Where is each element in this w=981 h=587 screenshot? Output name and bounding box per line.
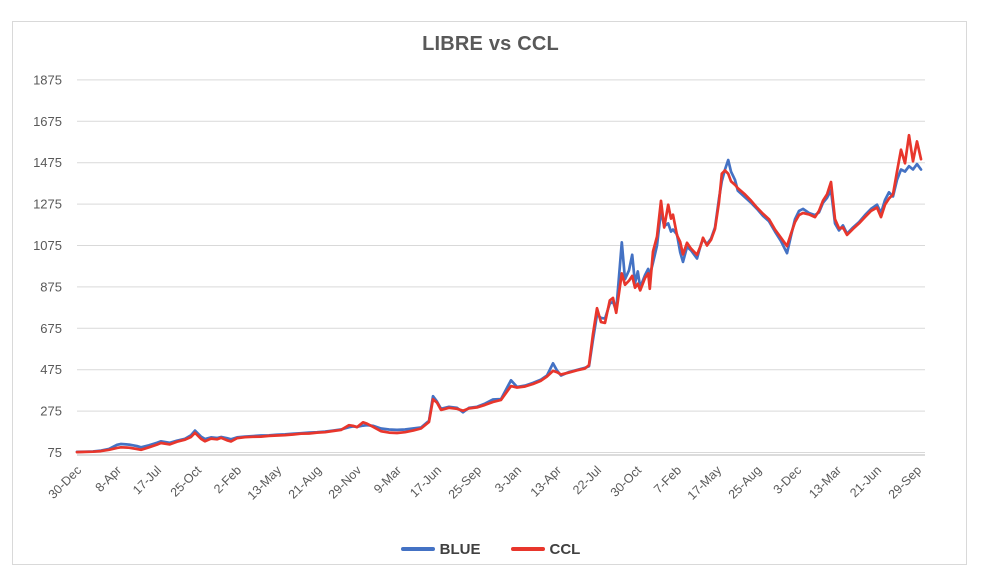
y-tick-label: 75	[48, 445, 62, 460]
chart-title: LIBRE vs CCL	[422, 33, 559, 55]
x-tick-label: 29-Nov	[326, 463, 365, 502]
y-tick-label: 1075	[33, 238, 62, 253]
legend-item-ccl: CCL	[510, 540, 581, 558]
x-tick-label: 25-Oct	[168, 463, 205, 500]
x-tick-label: 22-Jul	[570, 463, 604, 497]
y-tick-label: 1675	[33, 114, 62, 129]
legend-label-blue: BLUE	[439, 540, 481, 558]
y-tick-label: 1275	[33, 197, 62, 212]
x-tick-label: 25-Aug	[726, 463, 764, 501]
x-tick-label: 13-May	[245, 463, 285, 503]
red-line-swatch-icon	[510, 547, 545, 551]
y-tick-label: 875	[40, 279, 62, 294]
chart-legend: BLUE CCL	[0, 539, 981, 559]
x-tick-label: 3-Dec	[771, 463, 804, 496]
x-tick-label: 21-Jun	[847, 463, 884, 500]
series-line-ccl	[75, 133, 923, 454]
x-tick-label: 30-Oct	[608, 463, 645, 500]
x-tick-label: 13-Apr	[528, 463, 564, 499]
x-tick-label: 17-Jul	[130, 463, 164, 497]
y-tick-label: 1475	[33, 155, 62, 170]
y-tick-label: 475	[40, 362, 62, 377]
legend-label-ccl: CCL	[549, 540, 581, 558]
x-tick-label: 21-Aug	[286, 463, 324, 501]
chart-frame	[12, 21, 967, 565]
legend-item-blue: BLUE	[400, 540, 481, 558]
x-tick-label: 25-Sep	[446, 463, 484, 501]
x-tick-label: 9-Mar	[371, 463, 404, 496]
x-tick-label: 3-Jan	[492, 463, 524, 495]
x-tick-label: 30-Dec	[46, 463, 84, 501]
blue-line-swatch-icon	[400, 547, 435, 551]
x-tick-label: 29-Sep	[886, 463, 924, 501]
x-tick-label: 2-Feb	[211, 463, 244, 496]
y-tick-label: 275	[40, 404, 62, 419]
x-tick-label: 17-Jun	[407, 463, 444, 500]
x-tick-label: 7-Feb	[651, 463, 684, 496]
x-tick-label: 13-Mar	[806, 463, 844, 501]
x-tick-label: 17-May	[685, 463, 725, 503]
x-tick-label: 8-Apr	[93, 463, 125, 495]
y-tick-label: 1875	[33, 72, 62, 87]
y-tick-label: 675	[40, 321, 62, 336]
